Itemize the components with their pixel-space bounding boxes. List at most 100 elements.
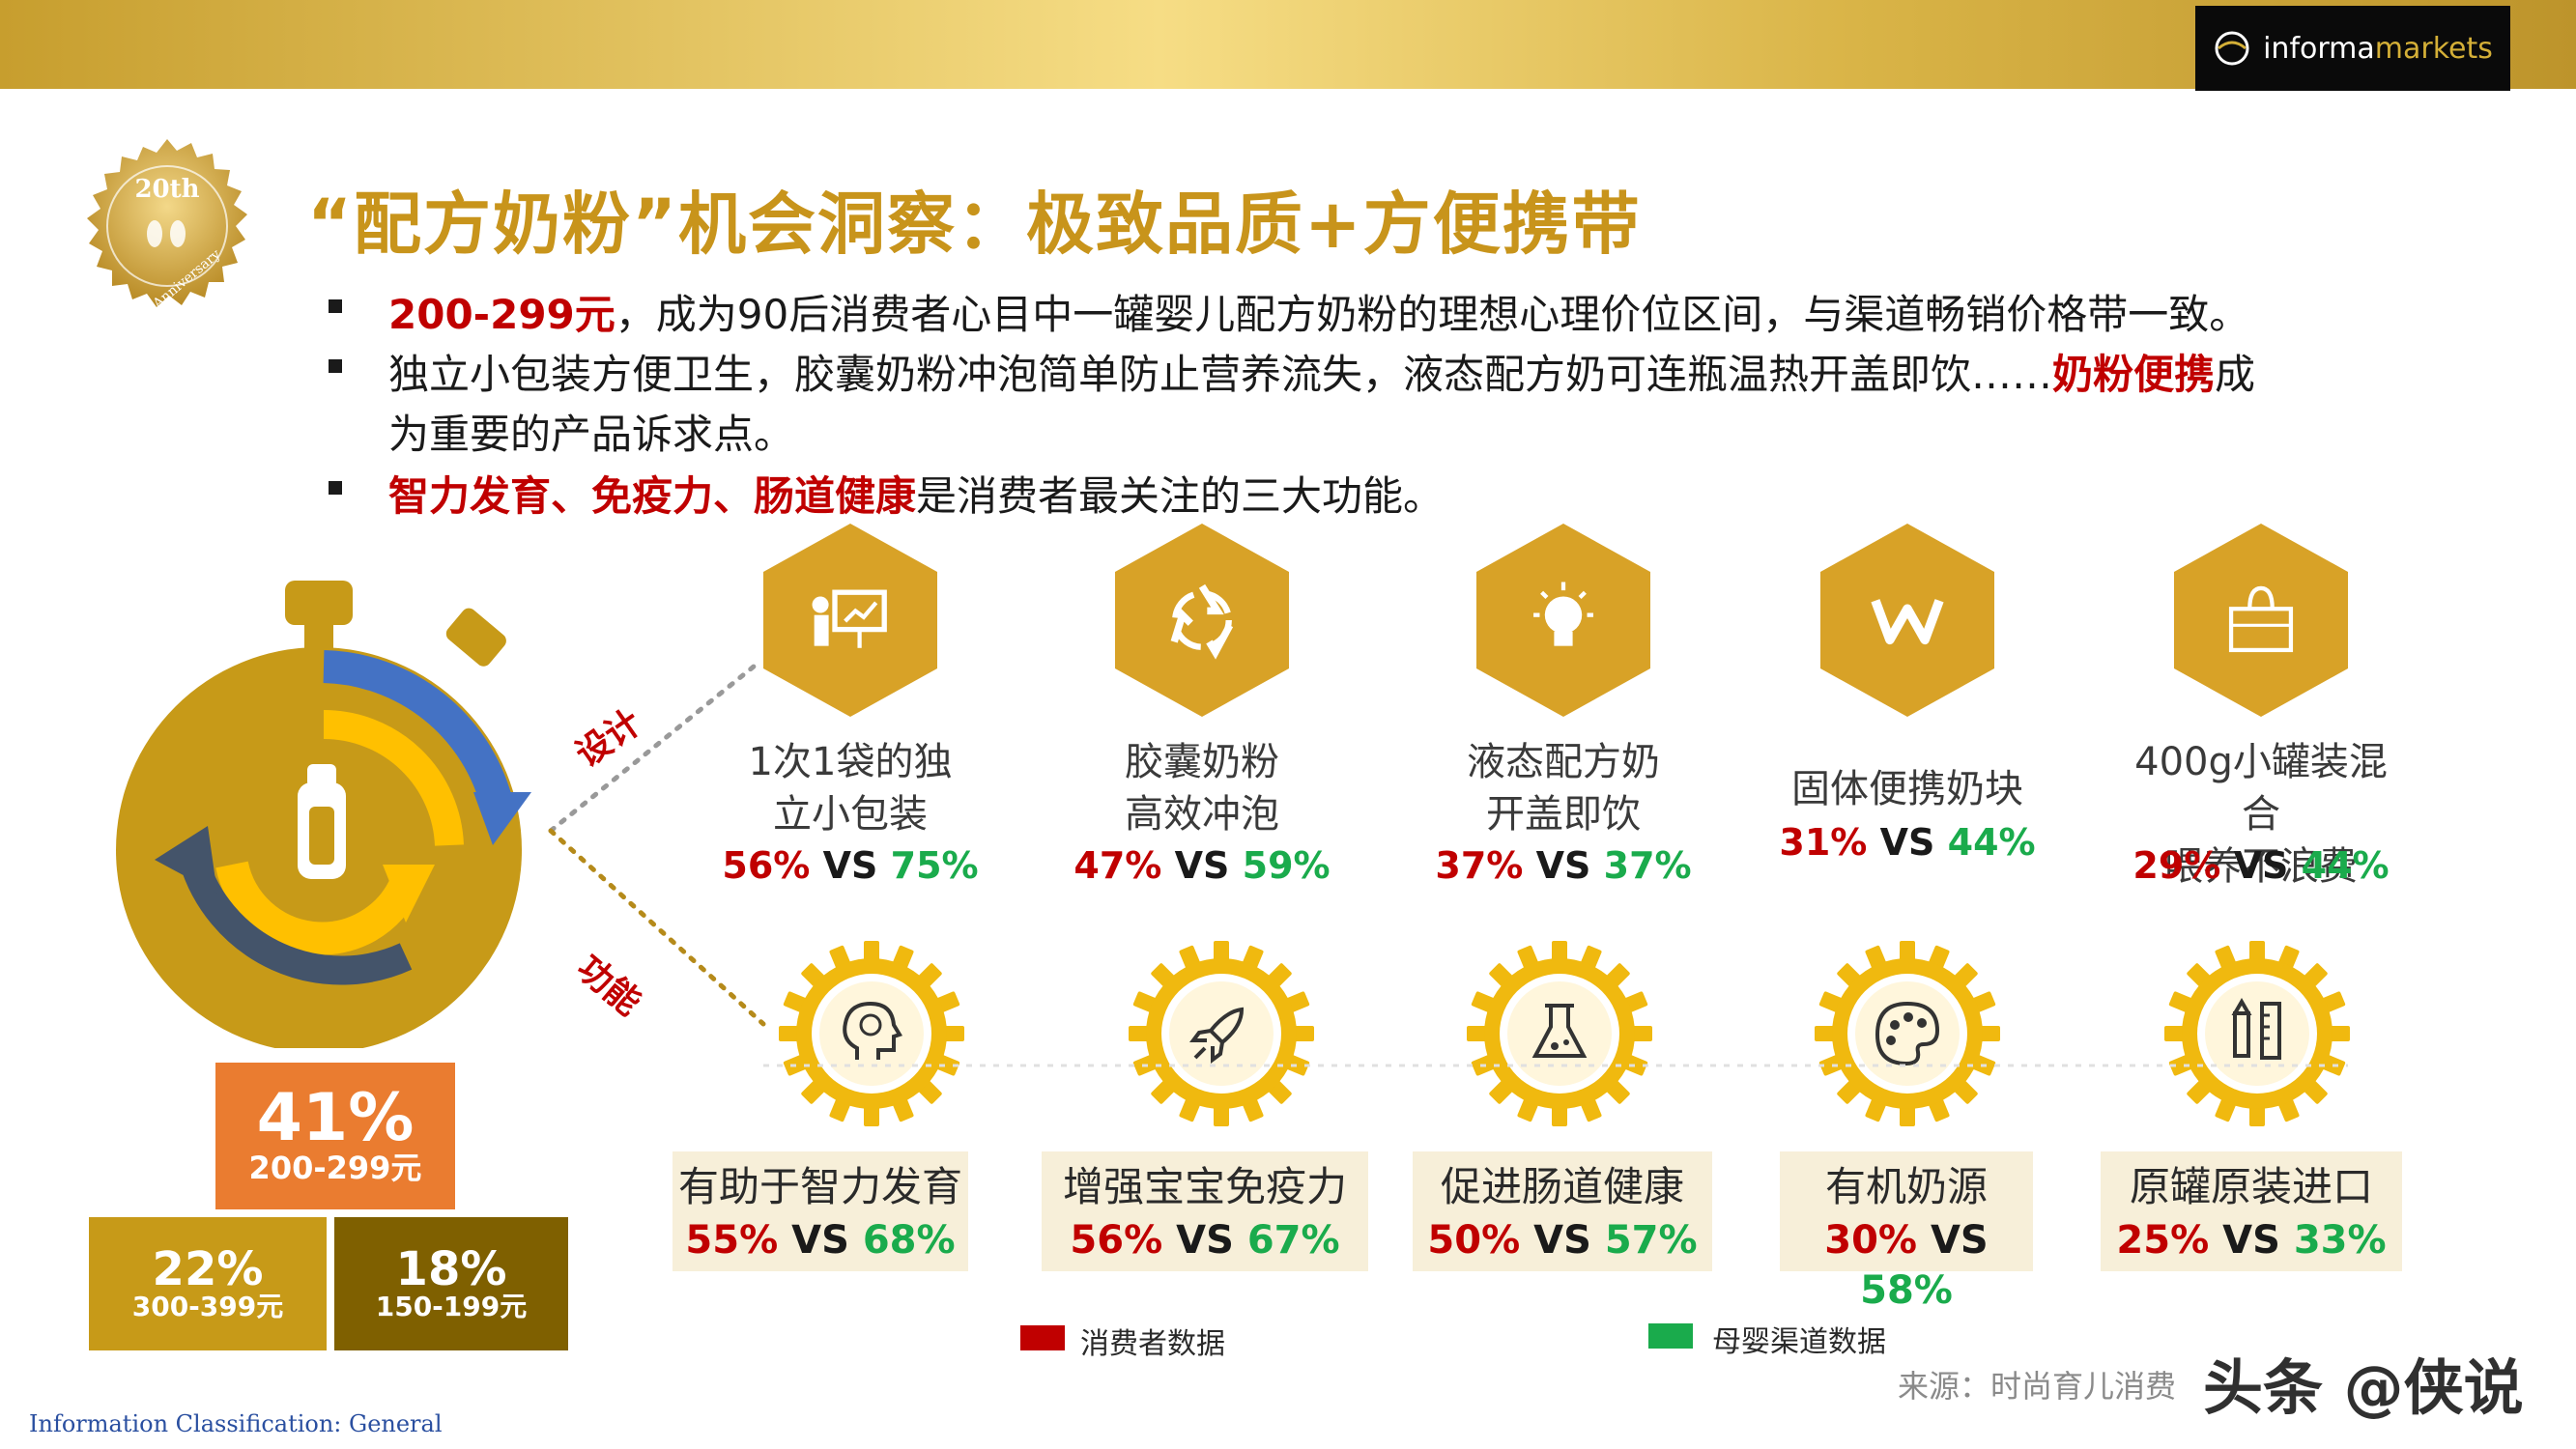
gear-track-line [763, 1064, 2348, 1067]
channel-value: 58% [1860, 1268, 1953, 1313]
consumer-value: 50% [1427, 1218, 1521, 1263]
stopwatch-icon [116, 581, 531, 1048]
feature-line-1: 固体便携奶块 [1791, 767, 2023, 811]
function-gear [1125, 937, 1318, 1130]
function-label: 促进肠道健康 [1440, 1163, 1684, 1210]
function-gear [2161, 937, 2354, 1130]
function-box: 原罐原装进口 25% VS 33% [2101, 1151, 2402, 1271]
function-box: 有助于智力发育 55% VS 68% [673, 1151, 968, 1271]
legend-swatch-channel [1648, 1323, 1693, 1349]
bullet-highlight: 奶粉便携 [2052, 351, 2216, 398]
price-pct: 41% [256, 1080, 415, 1157]
channel-value: 44% [1947, 821, 2036, 864]
function-stat: 56% VS 67% [1042, 1215, 1368, 1265]
consumer-value: 55% [685, 1218, 779, 1263]
recycle-icon [1170, 583, 1234, 660]
vs-label: VS [1535, 844, 1591, 887]
informa-logo: informamarkets [2195, 6, 2510, 91]
vs-label: VS [822, 844, 878, 887]
design-stat: 47% VS 59% [1057, 844, 1347, 887]
bullet-square-icon [329, 481, 342, 495]
vs-label: VS [1176, 1218, 1234, 1263]
channel-value: 44% [2301, 844, 2390, 887]
channel-value: 57% [1604, 1218, 1698, 1263]
bullet-text: 独立小包装方便卫生，胶囊奶粉冲泡简单防止营养流失，液态配方奶可连瓶温热开盖即饮…… [388, 351, 2053, 398]
function-box: 促进肠道健康 50% VS 57% [1413, 1151, 1712, 1271]
lightbulb-icon [1533, 582, 1593, 646]
consumer-value: 47% [1073, 844, 1162, 887]
logo-text-markets: markets [2374, 31, 2493, 66]
anniversary-seal-icon: 20th Anniversary [87, 139, 247, 312]
design-feature-label: 固体便携奶块 [1762, 763, 2052, 815]
channel-value: 59% [1242, 844, 1331, 887]
design-hexagon [1820, 524, 1994, 717]
design-hexagon [1115, 524, 1289, 717]
legend-label-channel: 母婴渠道数据 [1712, 1325, 1886, 1359]
function-gear [1811, 937, 2004, 1130]
consumer-value: 37% [1435, 844, 1524, 887]
vs-label: VS [2233, 844, 2289, 887]
legend-swatch-consumer [1020, 1325, 1065, 1350]
bullet-square-icon [329, 299, 342, 313]
bullet-text: ，成为90后消费者心目中一罐婴儿配方奶粉的理想心理价位区间，与渠道畅销价格带一致… [615, 291, 2250, 338]
function-box: 增强宝宝免疫力 56% VS 67% [1042, 1151, 1368, 1271]
legend-label-consumer: 消费者数据 [1080, 1327, 1225, 1361]
design-feature-label: 1次1袋的独 立小包装 [705, 736, 995, 840]
consumer-value: 30% [1824, 1218, 1918, 1263]
design-stat: 56% VS 75% [705, 844, 995, 887]
vs-label: VS [2222, 1218, 2280, 1263]
feature-line-2: 高效冲泡 [1125, 792, 1279, 837]
price-range: 150-199元 [375, 1290, 528, 1322]
function-stat: 30% VS 58% [1780, 1215, 2033, 1316]
vs-label: VS [1879, 821, 1935, 864]
price-range: 300-399元 [131, 1290, 284, 1322]
design-hexagon [1476, 524, 1650, 717]
classification-footer: Information Classification: General [29, 1410, 443, 1437]
price-range: 200-299元 [248, 1150, 422, 1187]
bullet-text: 成 [2215, 351, 2256, 398]
palette-icon [1875, 1001, 1940, 1066]
feature-line-1: 400g小罐装混合 [2134, 740, 2388, 837]
vs-label: VS [1930, 1218, 1989, 1263]
w-logo-icon [1871, 599, 1944, 645]
design-feature-label: 400g小罐装混合 喂养不浪费 [2116, 736, 2406, 893]
design-feature-label: 液态配方奶 开盖即饮 [1418, 736, 1708, 840]
bullet-highlight: 智力发育、免疫力、肠道健康 [388, 472, 917, 520]
vs-label: VS [1174, 844, 1230, 887]
header-band [0, 0, 2576, 89]
consumer-value: 25% [2116, 1218, 2210, 1263]
function-box: 有机奶源 30% VS 58% [1780, 1151, 2033, 1313]
function-stat: 25% VS 33% [2101, 1215, 2402, 1265]
function-gear [1463, 937, 1656, 1130]
consumer-value: 56% [1070, 1218, 1163, 1263]
bullet-square-icon [329, 359, 342, 373]
function-stat: 50% VS 57% [1413, 1215, 1712, 1265]
channel-value: 75% [890, 844, 979, 887]
channel-value: 67% [1246, 1218, 1340, 1263]
consumer-value: 31% [1779, 821, 1868, 864]
design-stat: 29% VS 44% [2116, 844, 2406, 887]
bullet-highlight: 200-299元 [388, 291, 615, 338]
connector-lines [548, 664, 766, 1027]
design-stat: 31% VS 44% [1762, 821, 2052, 864]
consumer-value: 56% [722, 844, 811, 887]
watermark: 头条 @侠说 [2203, 1352, 2524, 1423]
feature-line-1: 液态配方奶 [1467, 740, 1660, 784]
price-pct: 22% [152, 1241, 264, 1296]
function-label: 增强宝宝免疫力 [1062, 1163, 1347, 1210]
function-label: 有助于智力发育 [677, 1163, 962, 1210]
function-label: 原罐原装进口 [2129, 1163, 2373, 1210]
brain-head-icon [843, 1001, 902, 1060]
presentation-icon [812, 589, 887, 648]
function-label: 有机奶源 [1824, 1163, 1988, 1210]
bullet-text: 为重要的产品诉求点。 [388, 411, 795, 458]
design-feature-label: 胶囊奶粉 高效冲泡 [1057, 736, 1347, 840]
bullet-text: 是消费者最关注的三大功能。 [916, 472, 1445, 520]
function-stat: 55% VS 68% [673, 1215, 968, 1265]
price-block-300-399: 22% 300-399元 [89, 1217, 327, 1350]
shopping-bag-icon [2228, 585, 2294, 653]
vs-label: VS [1533, 1218, 1591, 1263]
price-block-150-199: 18% 150-199元 [334, 1217, 568, 1350]
feature-line-2: 开盖即饮 [1486, 792, 1641, 837]
design-stat: 37% VS 37% [1418, 844, 1708, 887]
